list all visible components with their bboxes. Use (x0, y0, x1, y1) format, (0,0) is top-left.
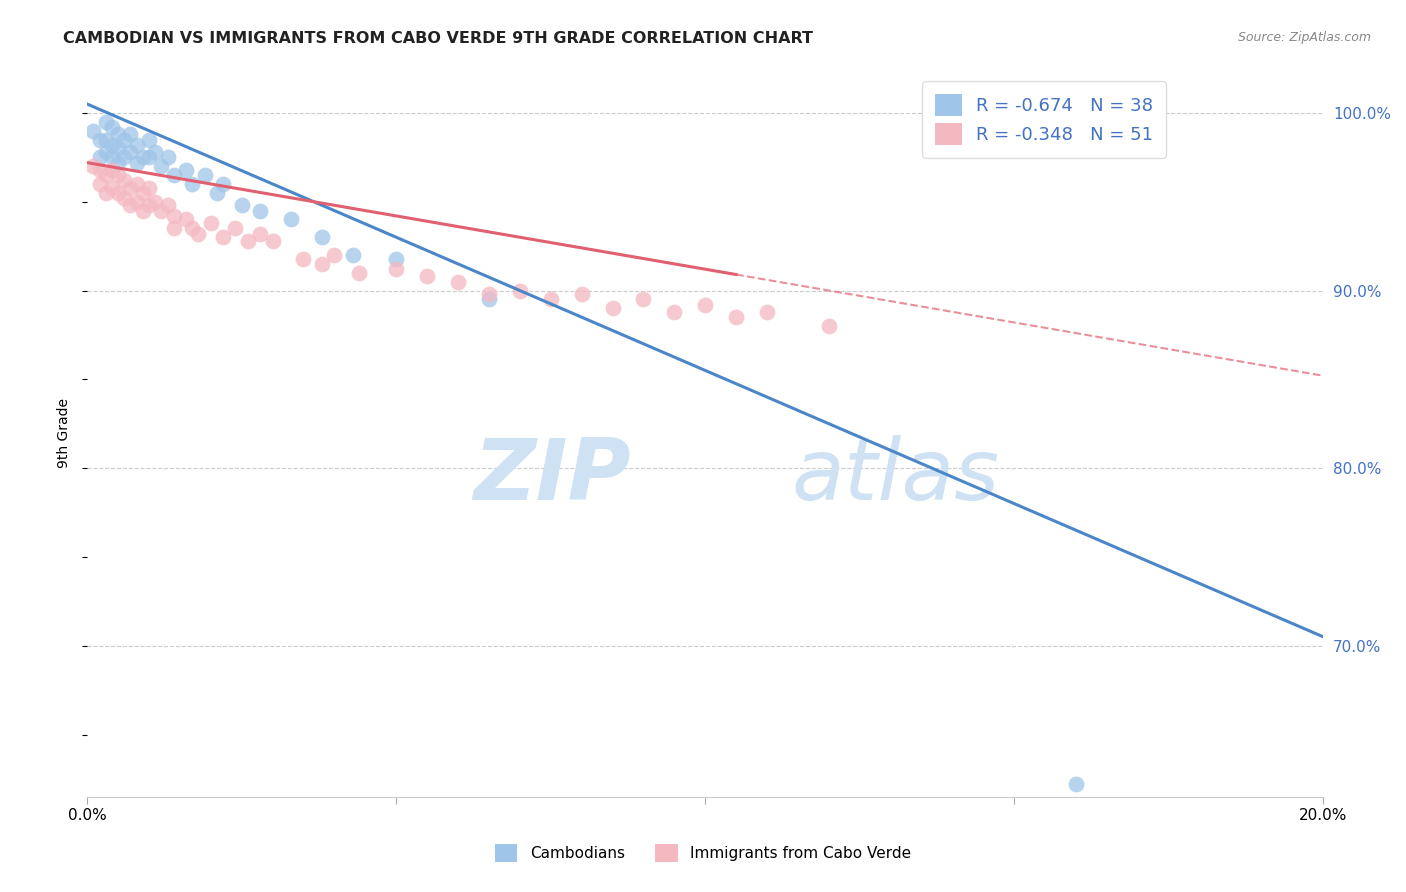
Point (385, 252, 408, 266)
Point (125, 137, 148, 152)
Point (82, 124, 104, 138)
Point (756, 305, 779, 319)
Point (82, 159, 104, 173)
Point (817, 319, 839, 334)
Text: atlas: atlas (792, 434, 1000, 517)
Point (101, 162, 124, 177)
Legend: Cambodians, Immigrants from Cabo Verde: Cambodians, Immigrants from Cabo Verde (488, 838, 918, 868)
Point (156, 198, 179, 212)
Point (262, 234, 284, 248)
Point (120, 127, 142, 141)
Point (509, 284, 531, 298)
Point (212, 230, 235, 244)
Point (163, 168, 186, 182)
Point (138, 180, 160, 194)
Point (224, 221, 246, 235)
Point (249, 227, 271, 241)
Point (1064, 777, 1087, 791)
Point (138, 198, 160, 212)
Point (416, 269, 439, 284)
Point (112, 173, 135, 187)
Point (725, 310, 748, 325)
Text: Source: ZipAtlas.com: Source: ZipAtlas.com (1237, 31, 1371, 45)
Point (132, 203, 155, 218)
Point (478, 293, 501, 307)
Point (94, 145, 117, 159)
Point (89, 132, 111, 146)
Point (323, 248, 346, 262)
Point (181, 177, 204, 191)
Point (132, 186, 155, 200)
Point (125, 177, 148, 191)
Point (125, 194, 148, 209)
Point (107, 168, 129, 182)
Point (194, 168, 217, 182)
Point (385, 262, 408, 277)
Point (236, 234, 259, 248)
Point (205, 186, 228, 200)
Point (101, 137, 124, 152)
Point (150, 203, 173, 218)
Y-axis label: 9th Grade: 9th Grade (58, 398, 72, 467)
Point (540, 293, 562, 307)
Point (187, 227, 209, 241)
Text: CAMBODIAN VS IMMIGRANTS FROM CABO VERDE 9TH GRADE CORRELATION CHART: CAMBODIAN VS IMMIGRANTS FROM CABO VERDE … (63, 31, 813, 46)
Point (347, 266, 370, 280)
Point (101, 180, 124, 194)
Point (249, 203, 271, 218)
Point (89, 177, 111, 191)
Point (120, 145, 142, 159)
Point (280, 212, 302, 227)
Point (633, 293, 655, 307)
Point (664, 305, 686, 319)
Point (163, 209, 186, 223)
Point (125, 155, 148, 169)
Point (94, 186, 117, 200)
Point (143, 194, 166, 209)
Point (311, 230, 333, 244)
Point (138, 132, 160, 146)
Point (112, 191, 135, 205)
Point (89, 162, 111, 177)
Point (156, 150, 179, 164)
Point (112, 132, 135, 146)
Point (447, 275, 470, 289)
Point (311, 257, 333, 271)
Point (107, 186, 129, 200)
Point (602, 301, 624, 316)
Point (143, 145, 166, 159)
Text: ZIP: ZIP (474, 434, 631, 517)
Point (181, 221, 204, 235)
Point (200, 216, 222, 230)
Point (94, 132, 117, 146)
Point (112, 150, 135, 164)
Point (138, 150, 160, 164)
Point (132, 150, 155, 164)
Legend: R = -0.674   N = 38, R = -0.348   N = 51: R = -0.674 N = 38, R = -0.348 N = 51 (922, 81, 1166, 158)
Point (120, 180, 142, 194)
Point (89, 150, 111, 164)
Point (101, 120, 124, 135)
Point (94, 168, 117, 182)
Point (163, 221, 186, 235)
Point (107, 141, 129, 155)
Point (101, 150, 124, 164)
Point (212, 177, 235, 191)
Point (174, 162, 197, 177)
Point (231, 198, 253, 212)
Point (342, 248, 364, 262)
Point (107, 127, 129, 141)
Point (292, 252, 315, 266)
Point (174, 212, 197, 227)
Point (120, 198, 142, 212)
Point (107, 155, 129, 169)
Point (695, 298, 717, 312)
Point (478, 287, 501, 301)
Point (571, 287, 593, 301)
Point (94, 115, 117, 129)
Point (150, 159, 173, 173)
